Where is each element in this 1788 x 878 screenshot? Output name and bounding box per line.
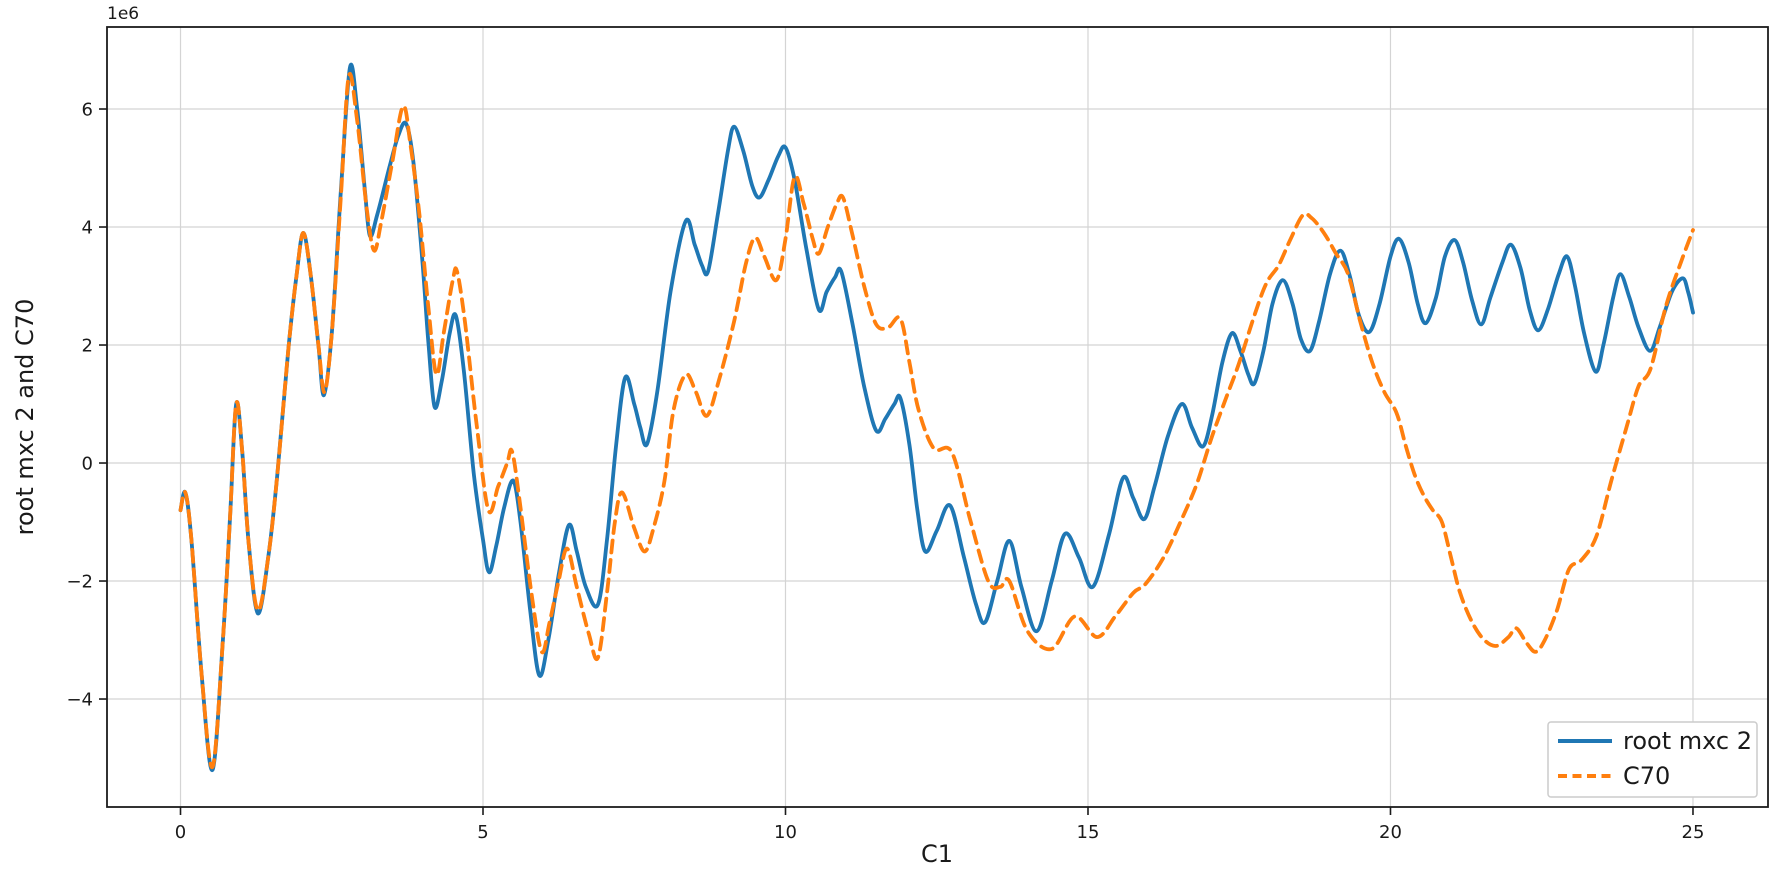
- x-axis-label: C1: [921, 840, 953, 868]
- y-tick-label: 6: [82, 100, 93, 121]
- x-tick-label: 25: [1682, 822, 1705, 843]
- x-tick-label: 0: [175, 822, 186, 843]
- legend-label-c70: C70: [1623, 762, 1670, 790]
- series-line-c70: [178, 72, 1695, 769]
- x-tick-label: 5: [477, 822, 488, 843]
- y-tick-label: −4: [66, 690, 93, 711]
- y-axis-offset-label: 1e6: [107, 4, 139, 24]
- x-axis-ticks: 0 5 10 15 20 25: [175, 807, 1705, 843]
- x-tick-label: 15: [1077, 822, 1100, 843]
- y-tick-label: 4: [82, 218, 93, 239]
- y-tick-label: 2: [82, 336, 93, 357]
- y-axis-label: root mxc 2 and C70: [11, 299, 39, 536]
- axes-frame: [106, 26, 1769, 808]
- y-tick-label: −2: [66, 572, 93, 593]
- series-line-root-mxc-2: [178, 62, 1695, 772]
- legend: root mxc 2 C70: [1547, 721, 1758, 798]
- y-tick-label: 0: [82, 454, 93, 475]
- legend-label-root-mxc-2: root mxc 2: [1623, 727, 1752, 755]
- x-tick-label: 10: [774, 822, 797, 843]
- x-tick-label: 20: [1379, 822, 1402, 843]
- y-axis-ticks: −4 −2 0 2 4 6: [66, 100, 107, 711]
- data-series: [178, 62, 1695, 772]
- gridlines: [107, 27, 1768, 807]
